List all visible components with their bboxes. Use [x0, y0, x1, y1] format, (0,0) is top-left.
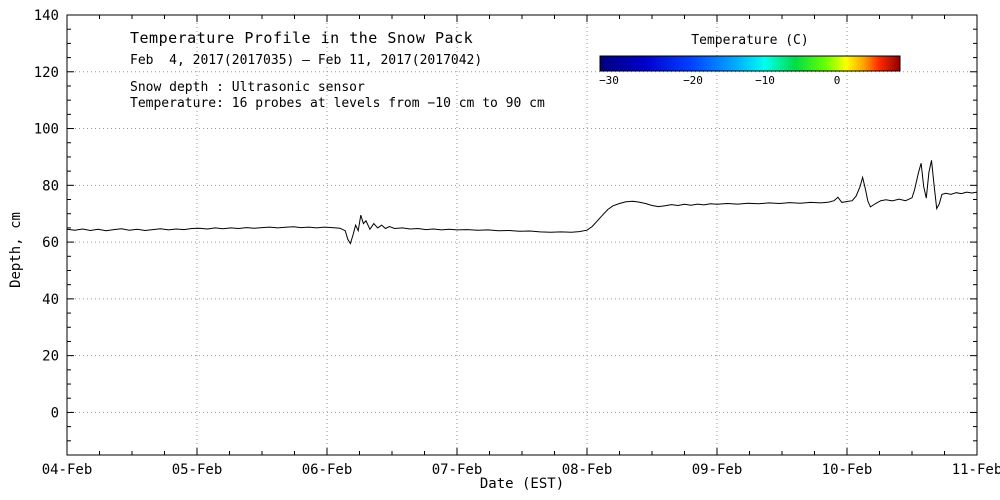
x-tick-label: 09-Feb: [692, 462, 743, 478]
y-tick-label: 40: [42, 292, 59, 308]
chart-note-snow-depth: Snow depth : Ultrasonic sensor: [130, 80, 365, 95]
x-tick-label: 06-Feb: [302, 462, 353, 478]
y-tick-label: 100: [34, 122, 59, 138]
chart-date-range: Feb 4, 2017(2017035) – Feb 11, 2017(2017…: [130, 53, 483, 68]
colorbar-label: Temperature (C): [691, 33, 809, 48]
x-tick-label: 05-Feb: [172, 462, 223, 478]
snow-depth-line: [66, 160, 978, 245]
y-tick-label: 60: [42, 235, 59, 251]
y-tick-label: 120: [34, 65, 59, 81]
x-tick-label: 07-Feb: [432, 462, 483, 478]
colorbar-tick-label: −10: [755, 74, 775, 87]
x-tick-label: 08-Feb: [562, 462, 613, 478]
colorbar-tick-label: −30: [599, 74, 619, 87]
chart-note-probes: Temperature: 16 probes at levels from −1…: [130, 96, 545, 111]
x-axis-label: Date (EST): [479, 476, 565, 492]
colorbar-tick-label: 0: [834, 74, 841, 87]
colorbar-tick-label: −20: [683, 74, 703, 87]
y-tick-label: 0: [51, 405, 59, 421]
y-tick-label: 20: [42, 349, 59, 365]
y-tick-label: 80: [42, 178, 59, 194]
x-tick-label: 04-Feb: [42, 462, 93, 478]
y-tick-label: 140: [34, 8, 59, 24]
x-tick-label: 10-Feb: [822, 462, 873, 478]
x-tick-label: 11-Feb: [952, 462, 1000, 478]
y-axis-label: Depth, cm: [8, 212, 24, 288]
chart-title: Temperature Profile in the Snow Pack: [130, 29, 474, 47]
colorbar-gradient: [599, 55, 901, 72]
